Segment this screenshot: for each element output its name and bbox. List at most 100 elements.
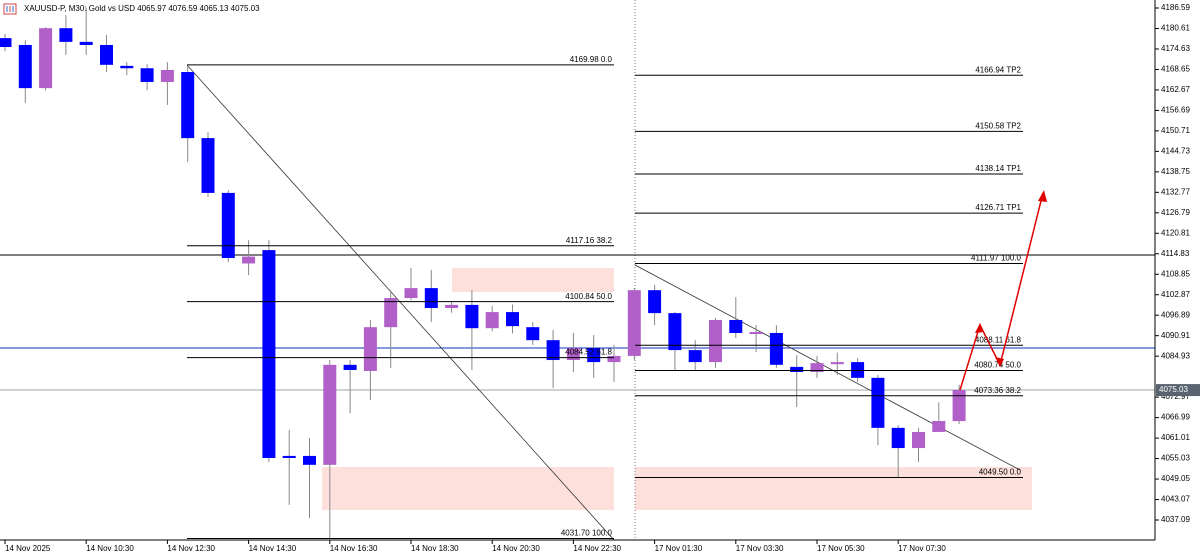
candle-body (526, 327, 540, 341)
candle-body (587, 348, 601, 363)
candle-body (282, 455, 296, 458)
fib-label: 4100.84 50.0 (565, 292, 612, 301)
candle-body (465, 304, 479, 329)
fib-label: 4084.52 61.8 (565, 348, 612, 357)
candle-body (506, 312, 519, 327)
candle-body (39, 28, 53, 89)
candle-body (140, 68, 154, 82)
candle-body (0, 38, 12, 48)
y-tick-label: 4126.79 (1161, 208, 1190, 217)
candle-body (546, 340, 560, 361)
candle-body (18, 44, 32, 89)
candle-body (830, 362, 844, 365)
fib-label: 4150.58 TP2 (975, 121, 1021, 130)
candle-body (343, 364, 357, 370)
candle-body (424, 288, 438, 308)
candle-body (891, 427, 905, 449)
x-tick-label: 17 Nov 01:30 (655, 544, 703, 553)
candle-body (242, 256, 256, 264)
y-tick-label: 4072.97 (1161, 392, 1190, 401)
candle-body (303, 455, 316, 465)
y-tick-label: 4043.07 (1161, 495, 1190, 504)
candle-body (668, 313, 682, 351)
candle-body (445, 304, 459, 308)
arrow-head (1038, 190, 1047, 202)
fib-label: 4138.14 TP1 (975, 164, 1021, 173)
y-tick-label: 4055.03 (1161, 454, 1190, 463)
candle-body (688, 350, 702, 363)
y-tick-label: 4061.01 (1161, 433, 1190, 442)
y-tick-label: 4168.65 (1161, 65, 1190, 74)
symbol-icon (3, 3, 17, 15)
candle-body (729, 319, 743, 333)
candle-body (871, 377, 885, 428)
y-tick-label: 4096.89 (1161, 310, 1190, 319)
x-tick-label: 14 Nov 18:30 (411, 544, 459, 553)
candle-body (790, 366, 804, 373)
candle-body (181, 72, 195, 139)
y-tick-label: 4049.05 (1161, 474, 1190, 483)
candle-body (262, 250, 276, 458)
demand-zone (635, 467, 1032, 510)
y-tick-label: 4114.83 (1161, 249, 1190, 258)
y-tick-label: 4108.85 (1161, 269, 1190, 278)
candle-body (607, 355, 621, 363)
y-tick-label: 4180.61 (1161, 24, 1190, 33)
candle-body (79, 41, 93, 45)
y-tick-label: 4090.91 (1161, 331, 1190, 340)
y-tick-label: 4186.59 (1161, 3, 1190, 12)
x-tick-label: 14 Nov 10:30 (86, 544, 134, 553)
y-tick-label: 4084.93 (1161, 351, 1190, 360)
candle-body (932, 420, 946, 432)
x-tick-label: 17 Nov 03:30 (736, 544, 784, 553)
fib-label: 4049.50 0.0 (979, 468, 1022, 477)
y-tick-label: 4162.67 (1161, 85, 1190, 94)
fib-label: 4088.11 61.8 (975, 335, 1022, 344)
y-tick-label: 4138.75 (1161, 167, 1190, 176)
projection-arrow (959, 192, 1044, 391)
supply-zone (452, 268, 614, 292)
candle-body (810, 363, 824, 373)
candle-body (627, 290, 641, 356)
candle-body (851, 362, 865, 378)
candle-body (912, 431, 925, 449)
candle-body (59, 28, 73, 42)
fib-label: 4166.94 TP2 (975, 65, 1021, 74)
candle-body (323, 364, 337, 465)
candle-body (120, 65, 134, 69)
x-tick-label: 14 Nov 12:30 (167, 544, 215, 553)
fib-label: 4111.97 100.0 (971, 254, 1022, 263)
candle-body (769, 332, 783, 365)
candle-body (100, 44, 113, 65)
y-tick-label: 4150.71 (1161, 126, 1190, 135)
demand-zone (322, 467, 614, 510)
annotations: 4169.98 0.0 4117.16 38.2 4100.84 50.0 4084.… (187, 55, 1023, 539)
y-tick-label: 4132.77 (1161, 187, 1190, 196)
x-tick-label: 14 Nov 2025 (5, 544, 51, 553)
candle-body (404, 288, 418, 299)
y-tick-label: 4174.63 (1161, 44, 1190, 53)
fib-label: 4031.70 100.0 (561, 529, 613, 538)
fib-label: 4073.36 38.2 (974, 386, 1021, 395)
candle-body (749, 331, 763, 335)
trend-line (634, 264, 1021, 471)
candle-body (952, 390, 966, 422)
candle-body (485, 312, 499, 329)
fib-label: 4169.98 0.0 (570, 55, 613, 64)
y-tick-label: 4144.73 (1161, 146, 1190, 155)
y-tick-label: 4037.09 (1161, 515, 1190, 524)
fib-label: 4117.16 38.2 (566, 236, 613, 245)
chart-title: XAUUSD-P, M30: Gold vs USD 4065.97 4076.… (24, 4, 260, 13)
trend-line (186, 64, 615, 541)
y-tick-label: 4066.99 (1161, 413, 1190, 422)
x-tick-label: 14 Nov 14:30 (249, 544, 297, 553)
candle-body (221, 192, 235, 258)
candle-body (648, 290, 662, 314)
candle-body (566, 348, 580, 361)
candle-body (201, 138, 215, 193)
y-tick-label: 4156.69 (1161, 106, 1190, 115)
candle-body (709, 319, 722, 363)
zones (322, 268, 1032, 510)
y-tick-label: 4102.87 (1161, 290, 1190, 299)
price-label-box (1156, 384, 1200, 397)
